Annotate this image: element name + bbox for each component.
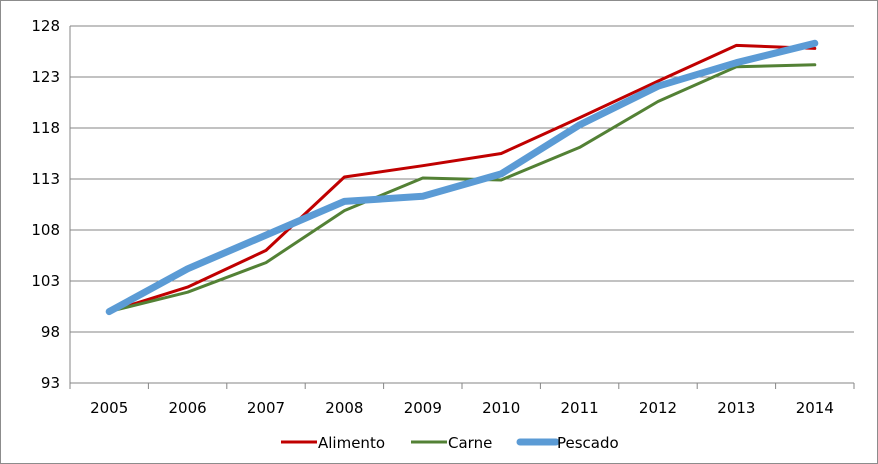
legend-label-carne: Carne [448, 434, 492, 452]
y-tick-label-108: 108 [31, 221, 60, 239]
x-tick-label-2009: 2009 [404, 399, 442, 417]
x-tick-label-2014: 2014 [796, 399, 834, 417]
y-tick-label-113: 113 [31, 170, 60, 188]
gridlines [69, 25, 854, 384]
legend: Alimento Carne Pescado [281, 434, 619, 452]
y-tick-label-118: 118 [31, 119, 60, 137]
legend-label-alimento: Alimento [318, 434, 385, 452]
y-tick-label-128: 128 [31, 17, 60, 35]
x-tick-label-2011: 2011 [561, 399, 599, 417]
y-axis-tick-labels: 93 98 103 108 113 118 123 128 [31, 17, 60, 392]
y-tick-label-93: 93 [41, 374, 60, 392]
x-tick-label-2007: 2007 [247, 399, 285, 417]
series-line-pescado [105, 39, 819, 316]
x-axis: 2005 2006 2007 2008 2009 2010 2011 2012 2013 2014 [69, 382, 855, 417]
series-line-carne [107, 63, 817, 314]
x-tick-label-2008: 2008 [325, 399, 363, 417]
legend-label-pescado: Pescado [557, 434, 619, 452]
y-tick-label-103: 103 [31, 272, 60, 290]
x-tick-label-2012: 2012 [639, 399, 677, 417]
y-tick-label-98: 98 [41, 323, 60, 341]
x-tick-label-2010: 2010 [482, 399, 520, 417]
series-line-alimento [107, 43, 817, 314]
x-tick-label-2013: 2013 [717, 399, 755, 417]
x-tick-label-2005: 2005 [90, 399, 128, 417]
series-lines [105, 39, 819, 316]
y-tick-label-123: 123 [31, 68, 60, 86]
x-tick-label-2006: 2006 [169, 399, 207, 417]
